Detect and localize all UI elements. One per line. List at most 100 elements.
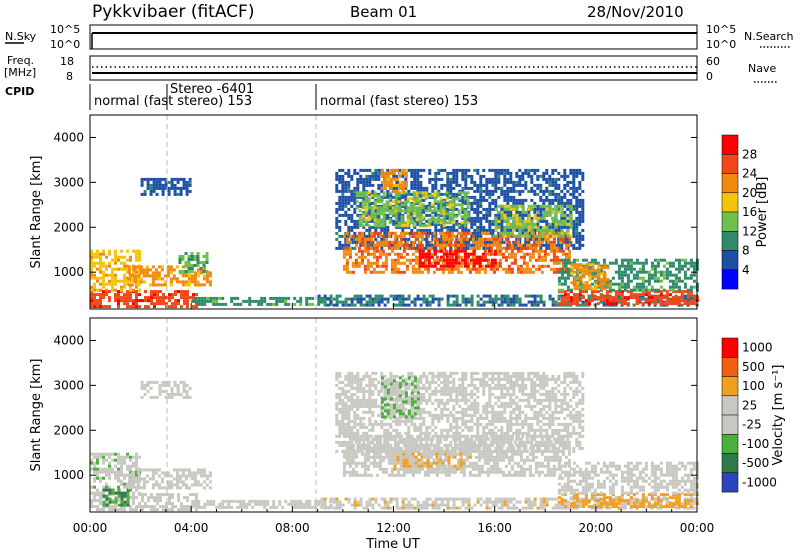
heatmap-cell: [413, 303, 417, 307]
heatmap-cell: [175, 486, 179, 490]
heatmap-cell: [362, 446, 366, 450]
heatmap-cell: [105, 482, 108, 486]
heatmap-cell: [129, 293, 132, 297]
heatmap-cell: [199, 267, 203, 270]
heatmap-cell: [458, 183, 462, 187]
heatmap-cell: [132, 288, 135, 292]
heatmap-cell: [402, 231, 406, 235]
heatmap-cell: [135, 455, 138, 459]
heatmap-cell: [552, 258, 556, 262]
heatmap-cell: [146, 180, 150, 184]
heatmap-cell: [362, 389, 366, 393]
heatmap-cell: [516, 264, 520, 268]
heatmap-cell: [185, 395, 189, 399]
heatmap-cell: [317, 294, 321, 298]
heatmap-cell: [199, 468, 203, 472]
heatmap-cell: [140, 395, 144, 399]
heatmap-cell: [187, 274, 191, 278]
heatmap-cell: [376, 194, 380, 198]
heatmap-cell: [338, 422, 342, 426]
heatmap-cell: [431, 177, 435, 181]
heatmap-cell: [367, 218, 371, 222]
heatmap-cell: [488, 201, 492, 205]
heatmap-cell: [144, 305, 147, 309]
heatmap-cell: [468, 267, 472, 271]
heatmap-cell: [141, 499, 144, 503]
heatmap-cell: [366, 267, 370, 271]
heatmap-cell: [184, 283, 188, 287]
heatmap-cell: [434, 201, 438, 205]
heatmap-cell: [356, 374, 360, 378]
heatmap-cell: [527, 240, 531, 244]
heatmap-cell: [464, 183, 468, 187]
heatmap-cell: [374, 297, 378, 301]
heatmap-cell: [126, 482, 129, 486]
heatmap-cell: [396, 246, 400, 250]
heatmap-cell: [458, 192, 462, 196]
heatmap-cell: [409, 206, 413, 210]
heatmap-cell: [353, 380, 357, 384]
heatmap-cell: [181, 480, 185, 484]
heatmap-cell: [332, 297, 336, 301]
heatmap-cell: [347, 380, 351, 384]
heatmap-cell: [467, 300, 471, 304]
heatmap-cell: [379, 224, 383, 228]
heatmap-cell: [380, 246, 384, 250]
heatmap-cell: [206, 299, 210, 303]
heatmap-cell: [548, 222, 552, 226]
heatmap-cell: [424, 194, 428, 198]
heatmap-cell: [641, 293, 645, 297]
heatmap-cell: [558, 240, 562, 244]
heatmap-cell: [248, 499, 252, 503]
heatmap-cell: [524, 240, 528, 244]
heatmap-cell: [476, 189, 480, 193]
heatmap-cell: [380, 174, 384, 178]
heatmap-cell: [515, 225, 519, 229]
heatmap-cell: [389, 204, 393, 208]
heatmap-cell: [446, 183, 450, 187]
heatmap-cell: [117, 494, 121, 498]
heatmap-cell: [504, 246, 508, 250]
heatmap-cell: [542, 171, 546, 175]
heatmap-cell: [692, 302, 696, 306]
heatmap-cell: [90, 499, 93, 503]
heatmap-cell: [680, 279, 684, 283]
heatmap-cell: [133, 268, 137, 272]
heatmap-cell: [196, 471, 200, 475]
heatmap-cell: [154, 480, 158, 484]
heatmap-cell: [683, 302, 687, 306]
heatmap-cell: [461, 297, 465, 301]
heatmap-cell: [563, 186, 567, 190]
heatmap-cell: [159, 299, 162, 303]
heatmap-cell: [444, 231, 448, 235]
heatmap-cell: [377, 303, 381, 307]
heatmap-cell: [395, 297, 399, 301]
heatmap-cell: [460, 206, 464, 210]
heatmap-cell: [338, 300, 342, 304]
heatmap-cell: [392, 297, 396, 301]
heatmap-cell: [150, 296, 153, 300]
heatmap-cell: [412, 212, 416, 216]
heatmap-cell: [183, 290, 186, 294]
heatmap-cell: [200, 505, 204, 509]
freq-label: Freq.: [7, 54, 34, 67]
heatmap-cell: [392, 168, 396, 172]
heatmap-cell: [521, 210, 525, 214]
heatmap-cell: [545, 240, 549, 244]
heatmap-cell: [662, 264, 666, 268]
heatmap-cell: [108, 452, 111, 456]
heatmap-cell: [102, 282, 105, 286]
heatmap-cell: [90, 502, 93, 506]
heatmap-cell: [436, 218, 440, 222]
heatmap-cell: [575, 210, 579, 214]
heatmap-cell: [603, 287, 607, 291]
heatmap-cell: [409, 218, 413, 222]
heatmap-cell: [335, 246, 339, 250]
heatmap-cell: [399, 270, 403, 274]
heatmap-cell: [135, 505, 138, 509]
heatmap-cell: [493, 249, 497, 253]
heatmap-cell: [387, 246, 391, 250]
heatmap-cell: [626, 282, 630, 286]
heatmap-cell: [140, 192, 144, 196]
heatmap-cell: [551, 192, 555, 196]
